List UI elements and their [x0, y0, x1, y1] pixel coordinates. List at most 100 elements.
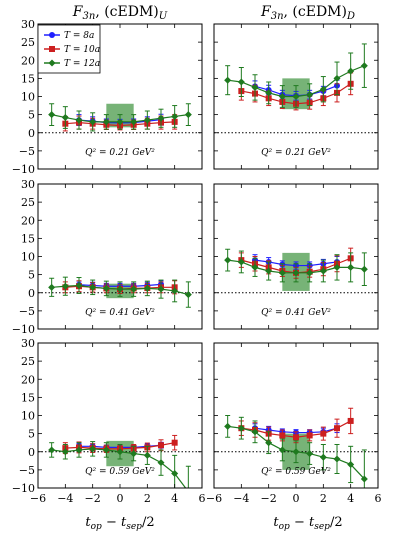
point-t12a: [184, 111, 192, 119]
point-t12a: [171, 112, 179, 120]
y-tick-label: 20: [21, 54, 35, 67]
point-t12a: [265, 89, 273, 97]
point-t12a: [102, 446, 110, 454]
point-t12a: [143, 284, 151, 292]
point-t12a: [48, 111, 56, 119]
point-t12a: [61, 282, 69, 290]
point-t12a: [157, 114, 165, 122]
column-title-left: F3n, (cEDM)U: [72, 4, 168, 22]
y-tick-label: 15: [21, 391, 35, 404]
point-t12a: [184, 291, 192, 299]
y-tick-label: 0: [28, 446, 35, 459]
panel-r0c1: Q² = 0.21 GeV²: [213, 23, 379, 170]
y-tick-label: 10: [21, 251, 35, 264]
point-t12a: [237, 424, 245, 432]
point-t12a: [333, 455, 341, 463]
point-t10a: [347, 417, 354, 424]
point-t12a: [251, 83, 259, 91]
point-t12a: [278, 446, 286, 454]
y-tick-label: 0: [28, 287, 35, 300]
y-tick-label: 0: [28, 127, 35, 140]
point-t12a: [265, 267, 273, 275]
point-t10a: [279, 432, 286, 439]
point-t12a: [143, 451, 151, 459]
point-t12a: [89, 118, 97, 126]
y-tick-label: −10: [12, 323, 35, 336]
panel-plot-area: [214, 43, 378, 134]
point-t12a: [130, 285, 138, 293]
y-tick-label: 30: [21, 337, 35, 350]
q2-label: Q² = 0.21 GeV²: [85, 148, 155, 158]
panel-plot-area: [214, 247, 378, 294]
q2-label: Q² = 0.41 GeV²: [85, 308, 155, 318]
point-t12a: [116, 285, 124, 293]
y-tick-label: 25: [21, 196, 35, 209]
point-t12a: [116, 448, 124, 456]
point-t12a: [130, 450, 138, 458]
y-tick-label: 10: [21, 91, 35, 104]
point-t12a: [278, 93, 286, 100]
point-t10a: [293, 434, 299, 441]
column-title-right: F3n, (cEDM)D: [260, 4, 355, 22]
point-t10a: [334, 425, 340, 432]
point-t10a: [306, 432, 313, 439]
point-t12a: [237, 258, 245, 266]
point-t12a: [143, 116, 151, 124]
point-t10a: [158, 442, 164, 449]
point-t12a: [360, 62, 368, 70]
x-tick-label: 0: [293, 492, 300, 505]
point-t12a: [130, 118, 138, 126]
x-tick-label: 2: [320, 492, 327, 505]
point-t12a: [306, 91, 314, 99]
point-t12a: [237, 78, 245, 86]
x-tick-label: 6: [375, 492, 382, 505]
point-t12a: [102, 284, 110, 292]
x-tick-label: 4: [347, 492, 354, 505]
point-t12a: [251, 428, 259, 436]
panel-plot-area: [214, 407, 378, 488]
point-t12a: [319, 85, 327, 93]
x-tick-label: −4: [57, 492, 73, 505]
x-tick-label: −6: [30, 492, 46, 505]
point-t12a: [75, 446, 83, 454]
point-t12a: [319, 267, 327, 275]
panel-plot-area: [38, 276, 202, 308]
point-t12a: [360, 265, 368, 273]
x-axis-label-right: top − tsep/2: [273, 515, 342, 532]
point-t12a: [102, 118, 110, 126]
point-t12a: [89, 283, 97, 291]
x-tick-label: −6: [206, 492, 222, 505]
y-tick-label: 30: [21, 178, 35, 191]
y-tick-label: 25: [21, 36, 35, 49]
y-tick-label: 20: [21, 214, 35, 227]
point-t12a: [116, 118, 124, 126]
q2-label: Q² = 0.59 GeV²: [261, 467, 331, 477]
legend-label-10a: T = 10a: [64, 45, 100, 55]
point-t12a: [75, 116, 83, 124]
y-tick-label: −10: [12, 163, 35, 176]
point-t12a: [347, 460, 355, 468]
y-tick-label: 10: [21, 410, 35, 423]
legend-marker-10a: [49, 46, 55, 52]
panel-plot-area: [38, 434, 202, 488]
x-tick-label: −2: [85, 492, 101, 505]
y-tick-label: −5: [19, 145, 35, 158]
point-t12a: [224, 256, 232, 264]
point-t12a: [157, 459, 165, 467]
legend-label-12a: T = 12a: [64, 59, 100, 69]
q2-label: Q² = 0.21 GeV²: [261, 148, 331, 158]
point-t12a: [333, 263, 341, 271]
y-tick-label: 5: [28, 109, 35, 122]
point-t10a: [320, 430, 327, 437]
point-t12a: [89, 445, 97, 453]
x-tick-label: 2: [144, 492, 151, 505]
point-t12a: [265, 439, 273, 447]
x-tick-label: −4: [233, 492, 249, 505]
point-t12a: [292, 93, 300, 100]
legend-label-8a: T = 8a: [64, 31, 94, 41]
point-t12a: [48, 283, 56, 291]
point-t12a: [171, 287, 179, 295]
legend: T = 8a T = 10a T = 12a: [37, 24, 101, 74]
